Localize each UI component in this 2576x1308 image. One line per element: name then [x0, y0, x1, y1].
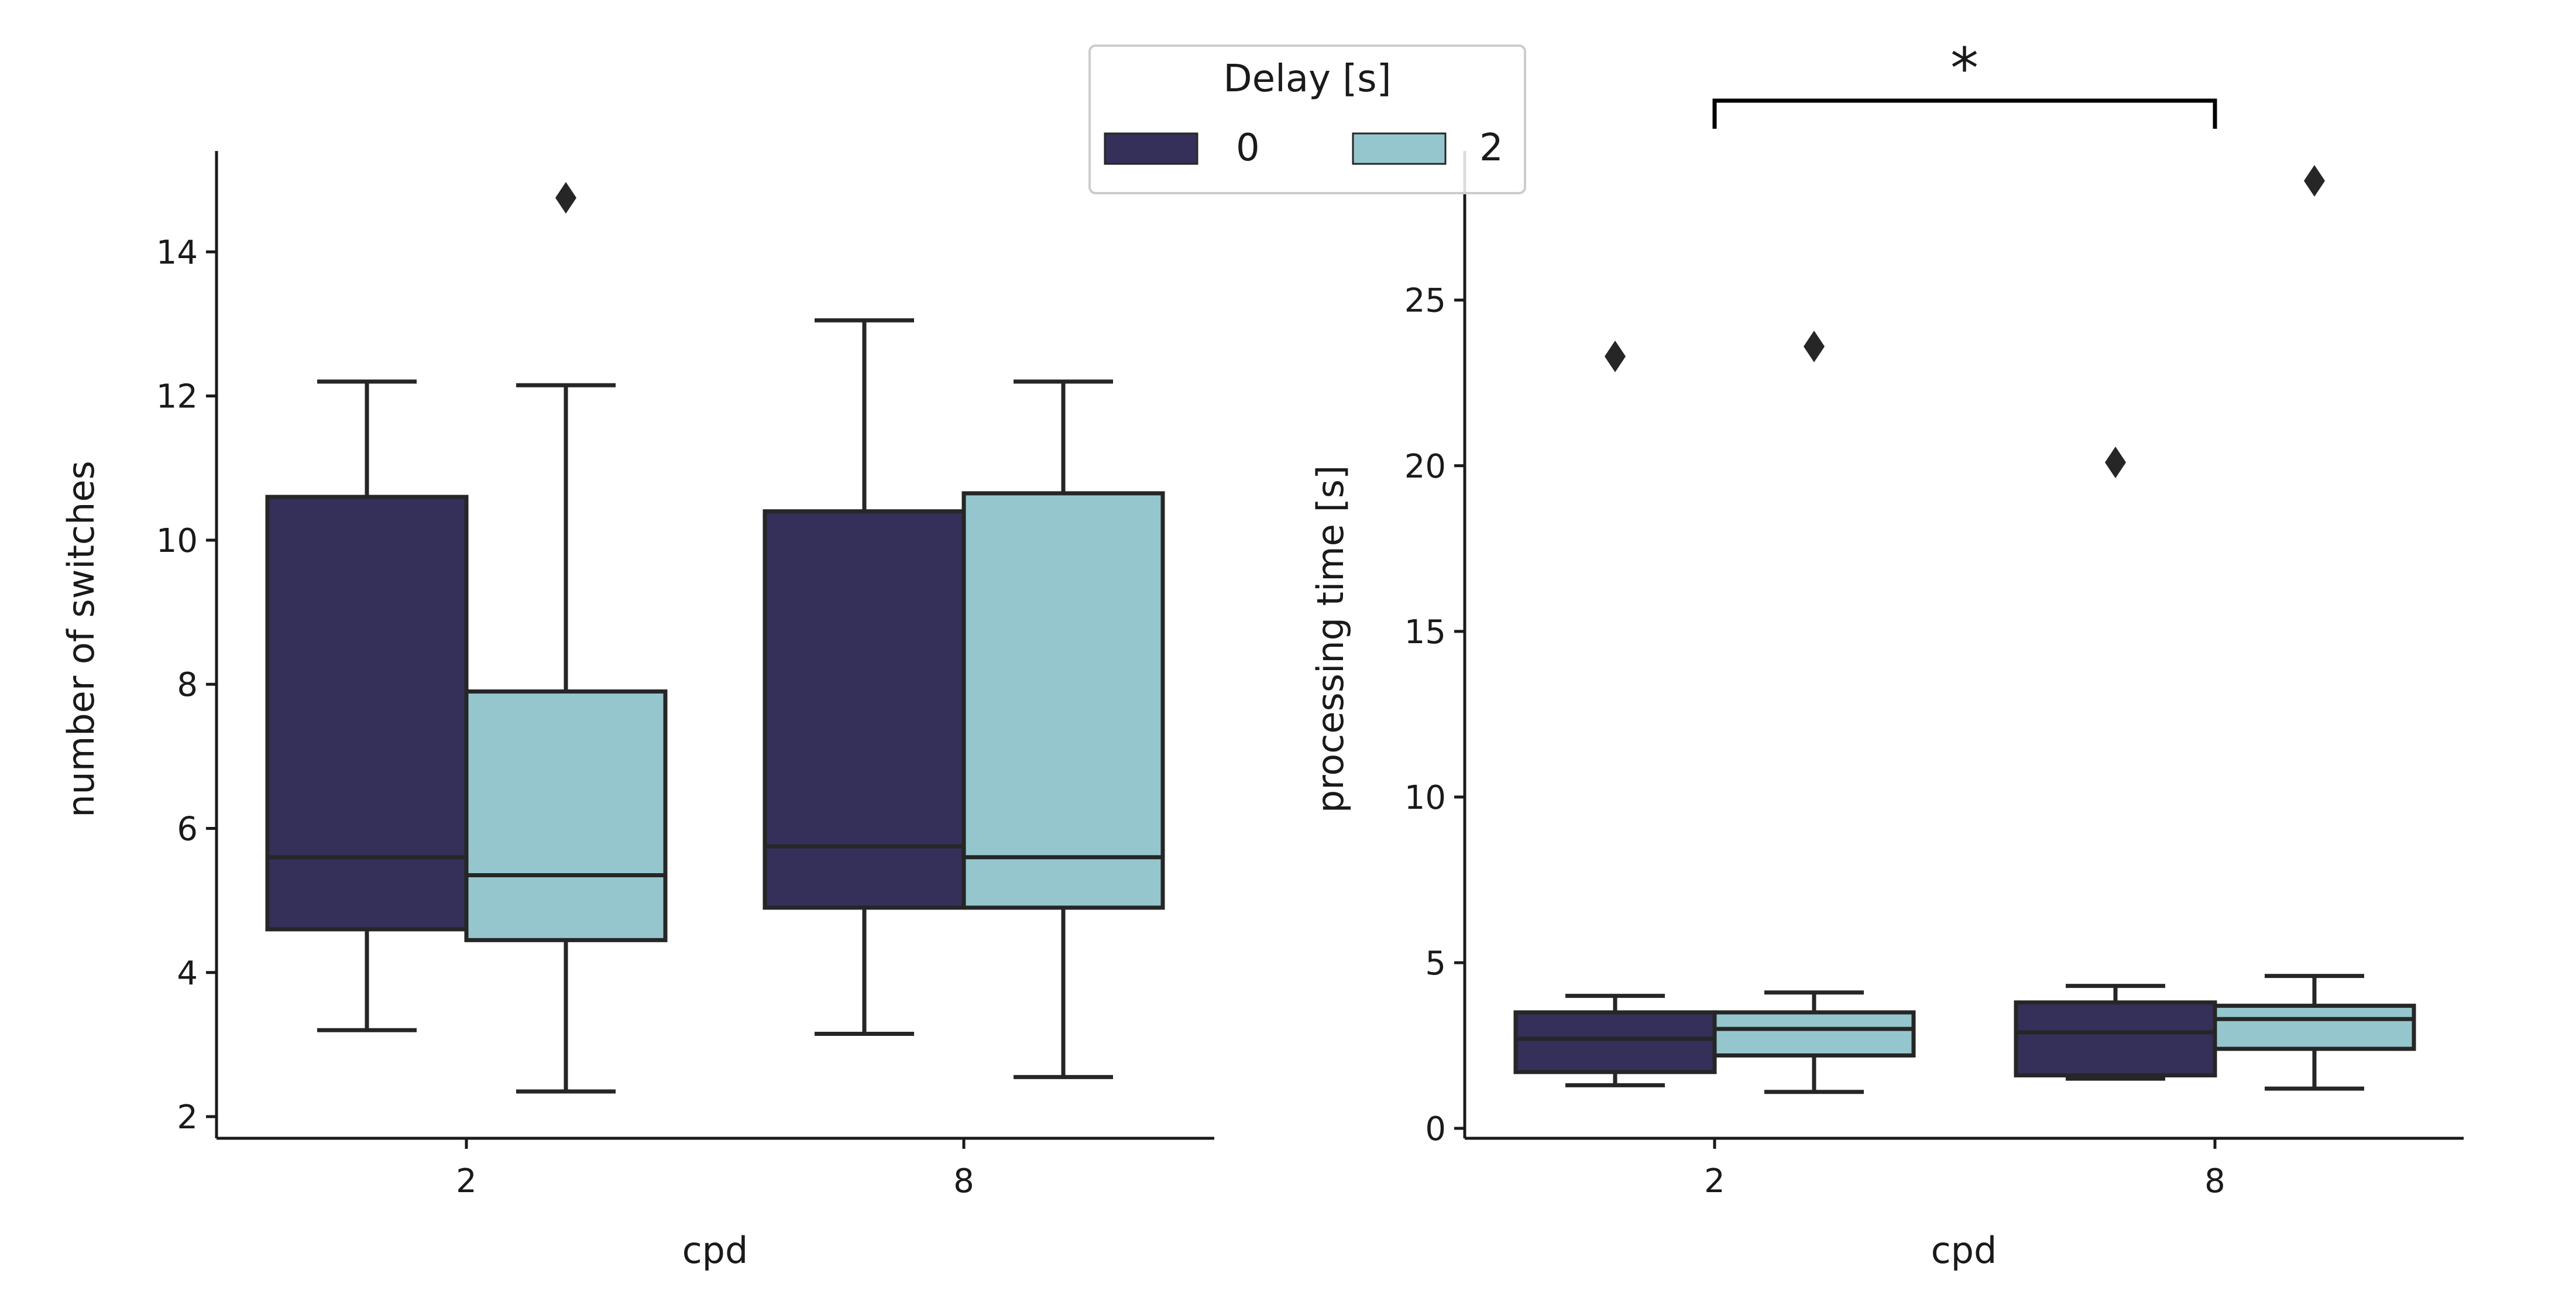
legend-label-2: 2	[1479, 126, 1503, 170]
y-tick-label: 15	[1404, 613, 1446, 651]
x-tick-label: 2	[456, 1162, 477, 1200]
x-tick-label: 8	[953, 1162, 974, 1200]
y-tick-label: 10	[156, 522, 198, 560]
y-axis-title-right: processing time [s]	[1309, 465, 1352, 813]
box-cpd2-delay0	[265, 379, 469, 1032]
y-tick-label: 20	[1404, 448, 1446, 486]
y-axis-title-left: number of switches	[60, 461, 102, 818]
box-cpd2-delay2	[1712, 331, 1916, 1094]
outlier-marker	[555, 182, 576, 214]
legend-label-0: 0	[1236, 126, 1260, 170]
legend: Delay [s] 0 2	[1088, 44, 1526, 194]
box-iqr	[1712, 1010, 1916, 1058]
y-tick-label: 8	[177, 666, 198, 704]
box-iqr	[1513, 1010, 1717, 1074]
y-ticks-left: 2 4 6 8 10 12 14	[156, 234, 217, 1137]
box-cpd2-delay2	[464, 182, 668, 1094]
legend-swatch-0	[1104, 132, 1198, 165]
box-iqr	[2213, 1004, 2416, 1051]
x-axis-title-left: cpd	[682, 1229, 748, 1272]
y-tick-label: 5	[1425, 945, 1446, 983]
outlier-marker	[2105, 447, 2126, 479]
box-cpd8-delay0	[763, 318, 966, 1036]
x-tick-label: 8	[2204, 1162, 2225, 1200]
box-iqr	[265, 495, 469, 932]
box-iqr	[464, 689, 668, 942]
box-iqr	[763, 509, 966, 910]
y-tick-label: 12	[156, 378, 198, 416]
box-cpd8-delay2	[2213, 164, 2416, 1091]
legend-title: Delay [s]	[1223, 57, 1391, 101]
y-tick-label: 0	[1425, 1110, 1446, 1148]
significance-bracket: *	[1712, 36, 2217, 129]
x-tick-label: 2	[1704, 1162, 1725, 1200]
significance-bracket-line	[1712, 98, 2217, 129]
y-tick-label: 25	[1404, 282, 1446, 320]
legend-swatch-2	[1352, 132, 1447, 165]
significance-star: *	[1950, 36, 1979, 101]
box-cpd8-delay0	[2014, 447, 2217, 1081]
y-ticks-right: 0 5 10 15 20 25	[1404, 282, 1465, 1148]
outlier-marker	[1804, 331, 1825, 363]
y-tick-label: 6	[177, 811, 198, 849]
box-iqr	[2014, 1000, 2217, 1077]
y-tick-label: 2	[177, 1098, 198, 1137]
y-tick-label: 4	[177, 955, 198, 993]
x-axis-title-right: cpd	[1931, 1229, 1997, 1272]
boxes-left	[265, 182, 1165, 1094]
box-cpd2-delay0	[1513, 340, 1717, 1087]
boxes-right	[1513, 164, 2416, 1094]
outlier-marker	[2304, 164, 2325, 197]
y-tick-label: 10	[1404, 779, 1446, 817]
y-tick-label: 14	[156, 234, 198, 272]
box-iqr	[961, 491, 1165, 910]
box-cpd8-delay2	[961, 379, 1165, 1079]
outlier-marker	[1605, 340, 1626, 372]
